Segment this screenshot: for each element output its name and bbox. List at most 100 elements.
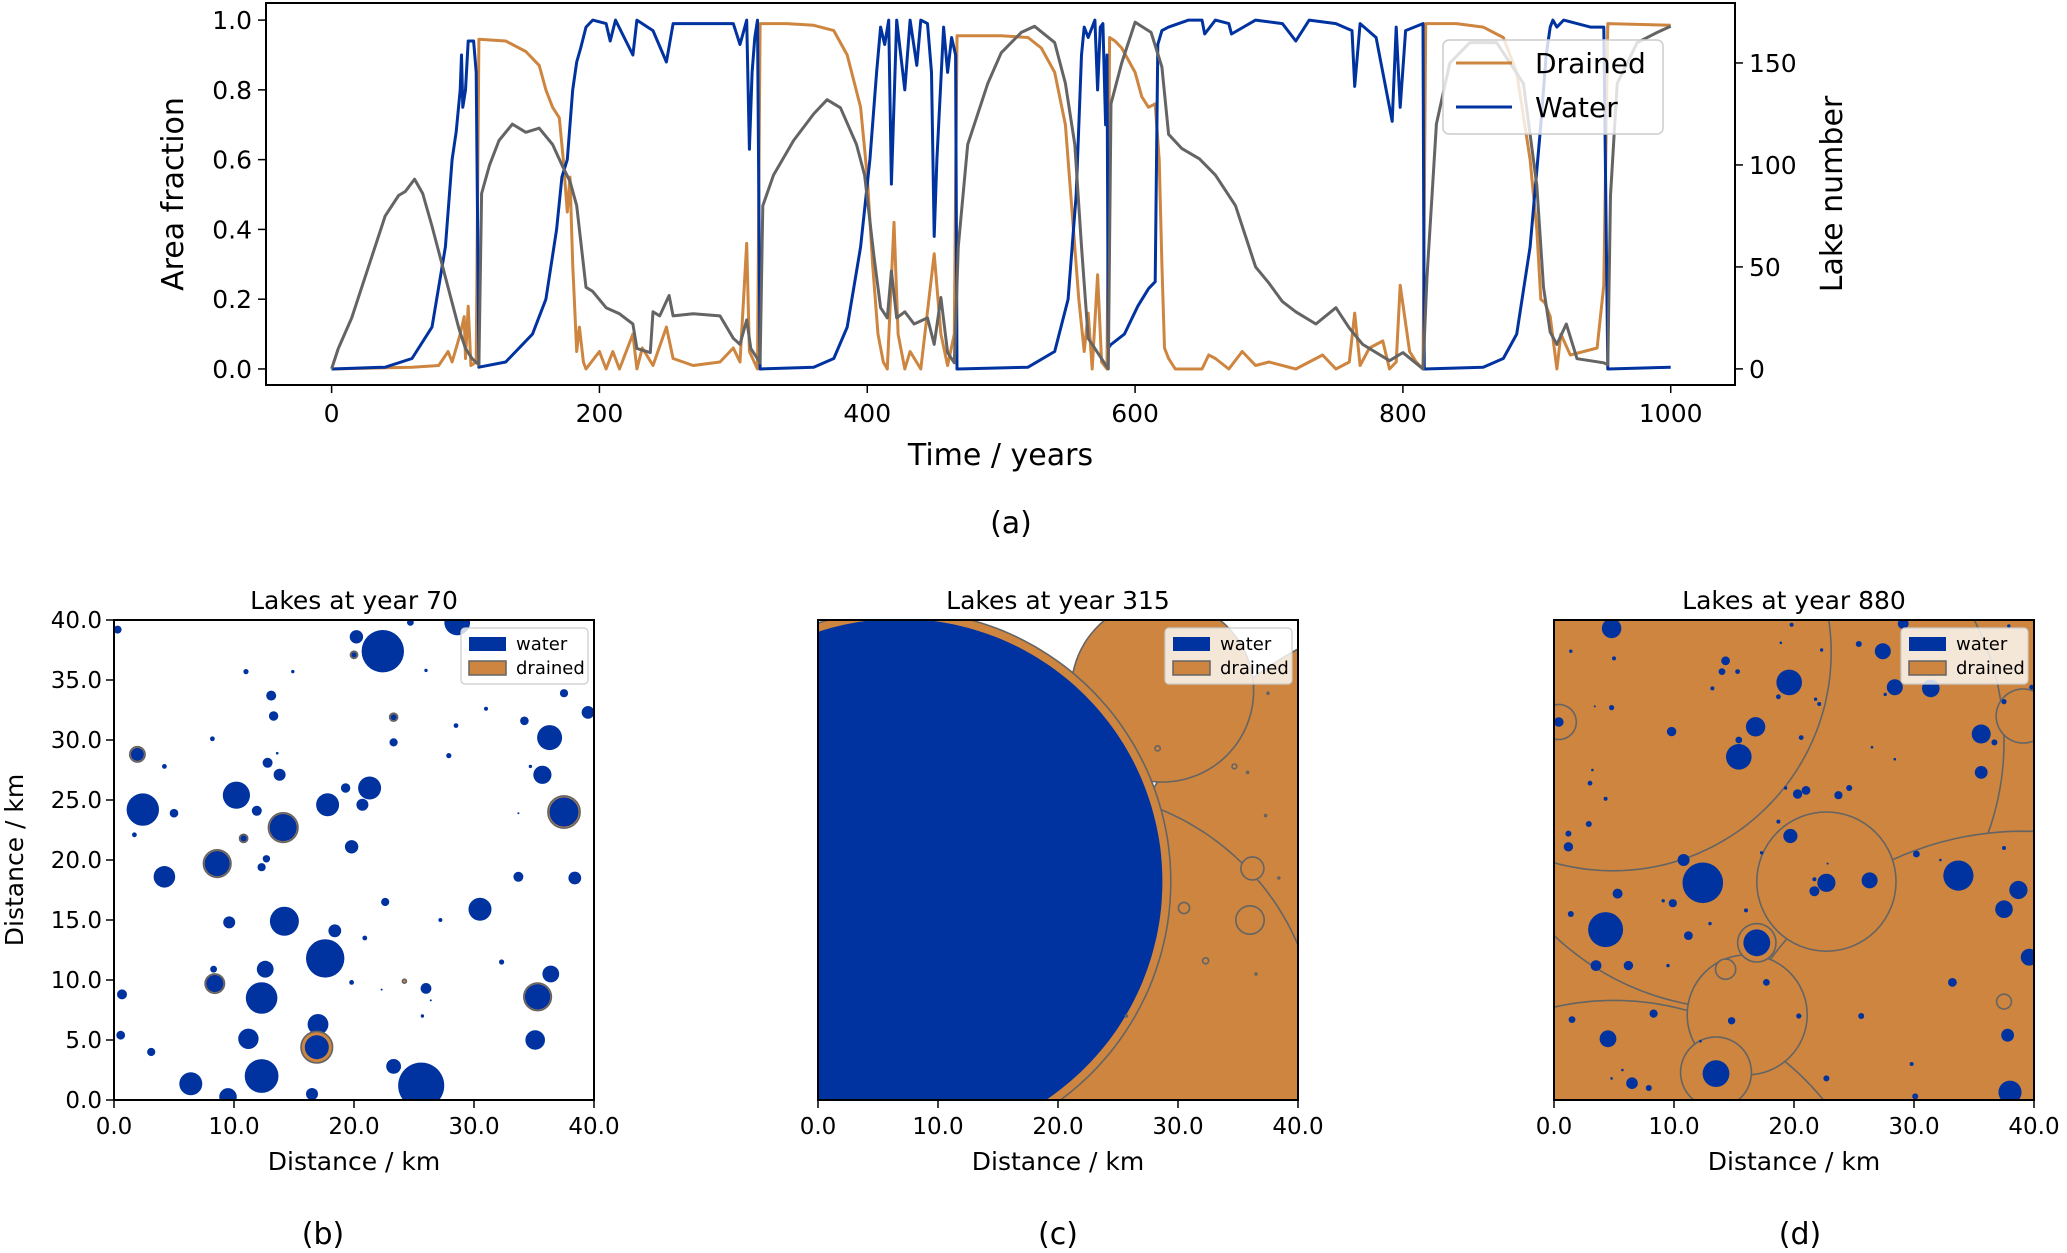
water-lake: [1563, 842, 1574, 852]
panel-title: Lakes at year 70: [250, 586, 458, 615]
water-lake: [1834, 791, 1843, 800]
y-tick-label: 15.0: [51, 908, 102, 934]
lakes-group: [114, 620, 594, 1100]
water-lake: [1710, 686, 1715, 691]
drained-lake: [1235, 904, 1266, 935]
water-lake: [1812, 877, 1817, 882]
x-axis-label: Distance / km: [268, 1147, 440, 1176]
water-lake: [424, 668, 428, 673]
water-lake: [1699, 1039, 1702, 1043]
water-lake: [1702, 1060, 1730, 1087]
y2-tick-label: 0: [1749, 355, 1765, 384]
water-lake: [356, 798, 369, 811]
legend-label-drained: drained: [516, 658, 585, 679]
y-tick-label: 10.0: [51, 968, 102, 994]
water-lake: [1599, 1030, 1617, 1048]
lakes-group: [1553, 619, 2035, 1101]
water-lake: [1798, 735, 1804, 740]
water-lake: [1721, 656, 1730, 666]
water-lake: [1623, 960, 1634, 971]
water-lake: [1823, 1075, 1830, 1082]
x-tick-label: 10.0: [912, 1114, 963, 1140]
y-tick-label: 0.0: [212, 355, 252, 384]
y-tick-label: 5.0: [65, 1028, 102, 1054]
x-tick-label: 40.0: [2008, 1114, 2059, 1140]
drained-lake: [1231, 763, 1238, 770]
x-tick-label: 0.0: [1536, 1114, 1573, 1140]
water-lake: [1567, 911, 1574, 917]
x-tick-label: 30.0: [448, 1114, 499, 1140]
water-lake: [219, 1088, 237, 1100]
water-lake: [306, 1088, 318, 1100]
x-tick-label: 20.0: [1032, 1114, 1083, 1140]
y2-axis-label: Lake number: [1815, 95, 1850, 292]
water-lake: [1743, 929, 1771, 957]
water-lake: [1813, 697, 1818, 701]
y-tick-label: 30.0: [51, 728, 102, 754]
water-lake: [453, 723, 459, 728]
water-lake: [381, 897, 390, 907]
water-lake: [1998, 1080, 2022, 1100]
x-tick-label: 0.0: [96, 1114, 133, 1140]
legend: water drained: [1164, 627, 1293, 685]
water-lake: [1718, 668, 1726, 675]
water-lake: [257, 863, 266, 872]
x-tick-label: 600: [1111, 399, 1159, 428]
y-tick-label: 0.2: [212, 285, 252, 314]
x-tick-label: 30.0: [1888, 1114, 1939, 1140]
water-lake: [1886, 679, 1903, 696]
water-lake: [390, 714, 397, 721]
water-lake: [243, 669, 249, 675]
water-lake: [1897, 620, 1909, 629]
drained-lake: [1553, 619, 1833, 872]
x-tick-label: 40.0: [568, 1114, 619, 1140]
legend-label-drained: Drained: [1535, 47, 1646, 80]
panel-title: Lakes at year 880: [1682, 586, 1906, 615]
water-lake: [361, 630, 404, 673]
water-lake: [244, 1059, 279, 1093]
water-lake: [1855, 641, 1862, 647]
legend-label-water: Water: [1535, 91, 1618, 124]
series-line-lake-number: [330, 20, 1672, 371]
x-tick-label: 10.0: [208, 1114, 259, 1140]
water-lake: [130, 747, 144, 761]
water-lake: [1590, 960, 1602, 971]
y2-tick-label: 50: [1749, 253, 1781, 282]
water-lake: [398, 1062, 445, 1100]
water-lake: [1883, 692, 1887, 697]
water-lake: [1677, 854, 1690, 866]
x-tick-label: 400: [843, 399, 891, 428]
water-lake: [1801, 786, 1811, 795]
water-lake: [1819, 648, 1824, 652]
water-lake: [1727, 1017, 1736, 1025]
lakes-map-year-880: 0.0 10.0 20.0 30.0 40.0 Lakes at year 880 Dist…: [1536, 586, 2060, 1252]
water-lake: [520, 716, 529, 726]
caption-a: (a): [990, 506, 1032, 541]
water-lake: [273, 768, 286, 781]
water-lake: [1610, 1077, 1613, 1080]
y-tick-label: 20.0: [51, 848, 102, 874]
water-lake: [1783, 828, 1798, 844]
water-lake: [1666, 963, 1670, 968]
water-lake: [1591, 768, 1594, 772]
water-lake: [1796, 1013, 1802, 1019]
water-lake: [210, 736, 215, 742]
water-lake: [1826, 862, 1829, 865]
water-lake: [251, 805, 262, 816]
drained-lake: [1277, 876, 1281, 880]
legend-label-drained: drained: [1220, 658, 1289, 679]
water-lake: [340, 783, 351, 793]
x-axis-label: Distance / km: [1708, 1147, 1880, 1176]
series-group: [330, 18, 1672, 371]
water-lake: [269, 906, 299, 936]
water-lake: [420, 1014, 425, 1018]
water-lake: [362, 935, 368, 941]
water-lake: [2009, 880, 2028, 900]
water-lake: [1626, 1077, 1638, 1089]
water-lake: [266, 690, 277, 701]
water-lake: [568, 871, 582, 885]
water-lake: [204, 851, 230, 877]
drained-lake: [1201, 956, 1210, 965]
water-lake: [1776, 669, 1802, 696]
time-series-panel: 0 200 400 600 800 1000 0.0 0.2 0.4 0.6 0.8 1.0 0 50 10…: [156, 2, 1850, 541]
